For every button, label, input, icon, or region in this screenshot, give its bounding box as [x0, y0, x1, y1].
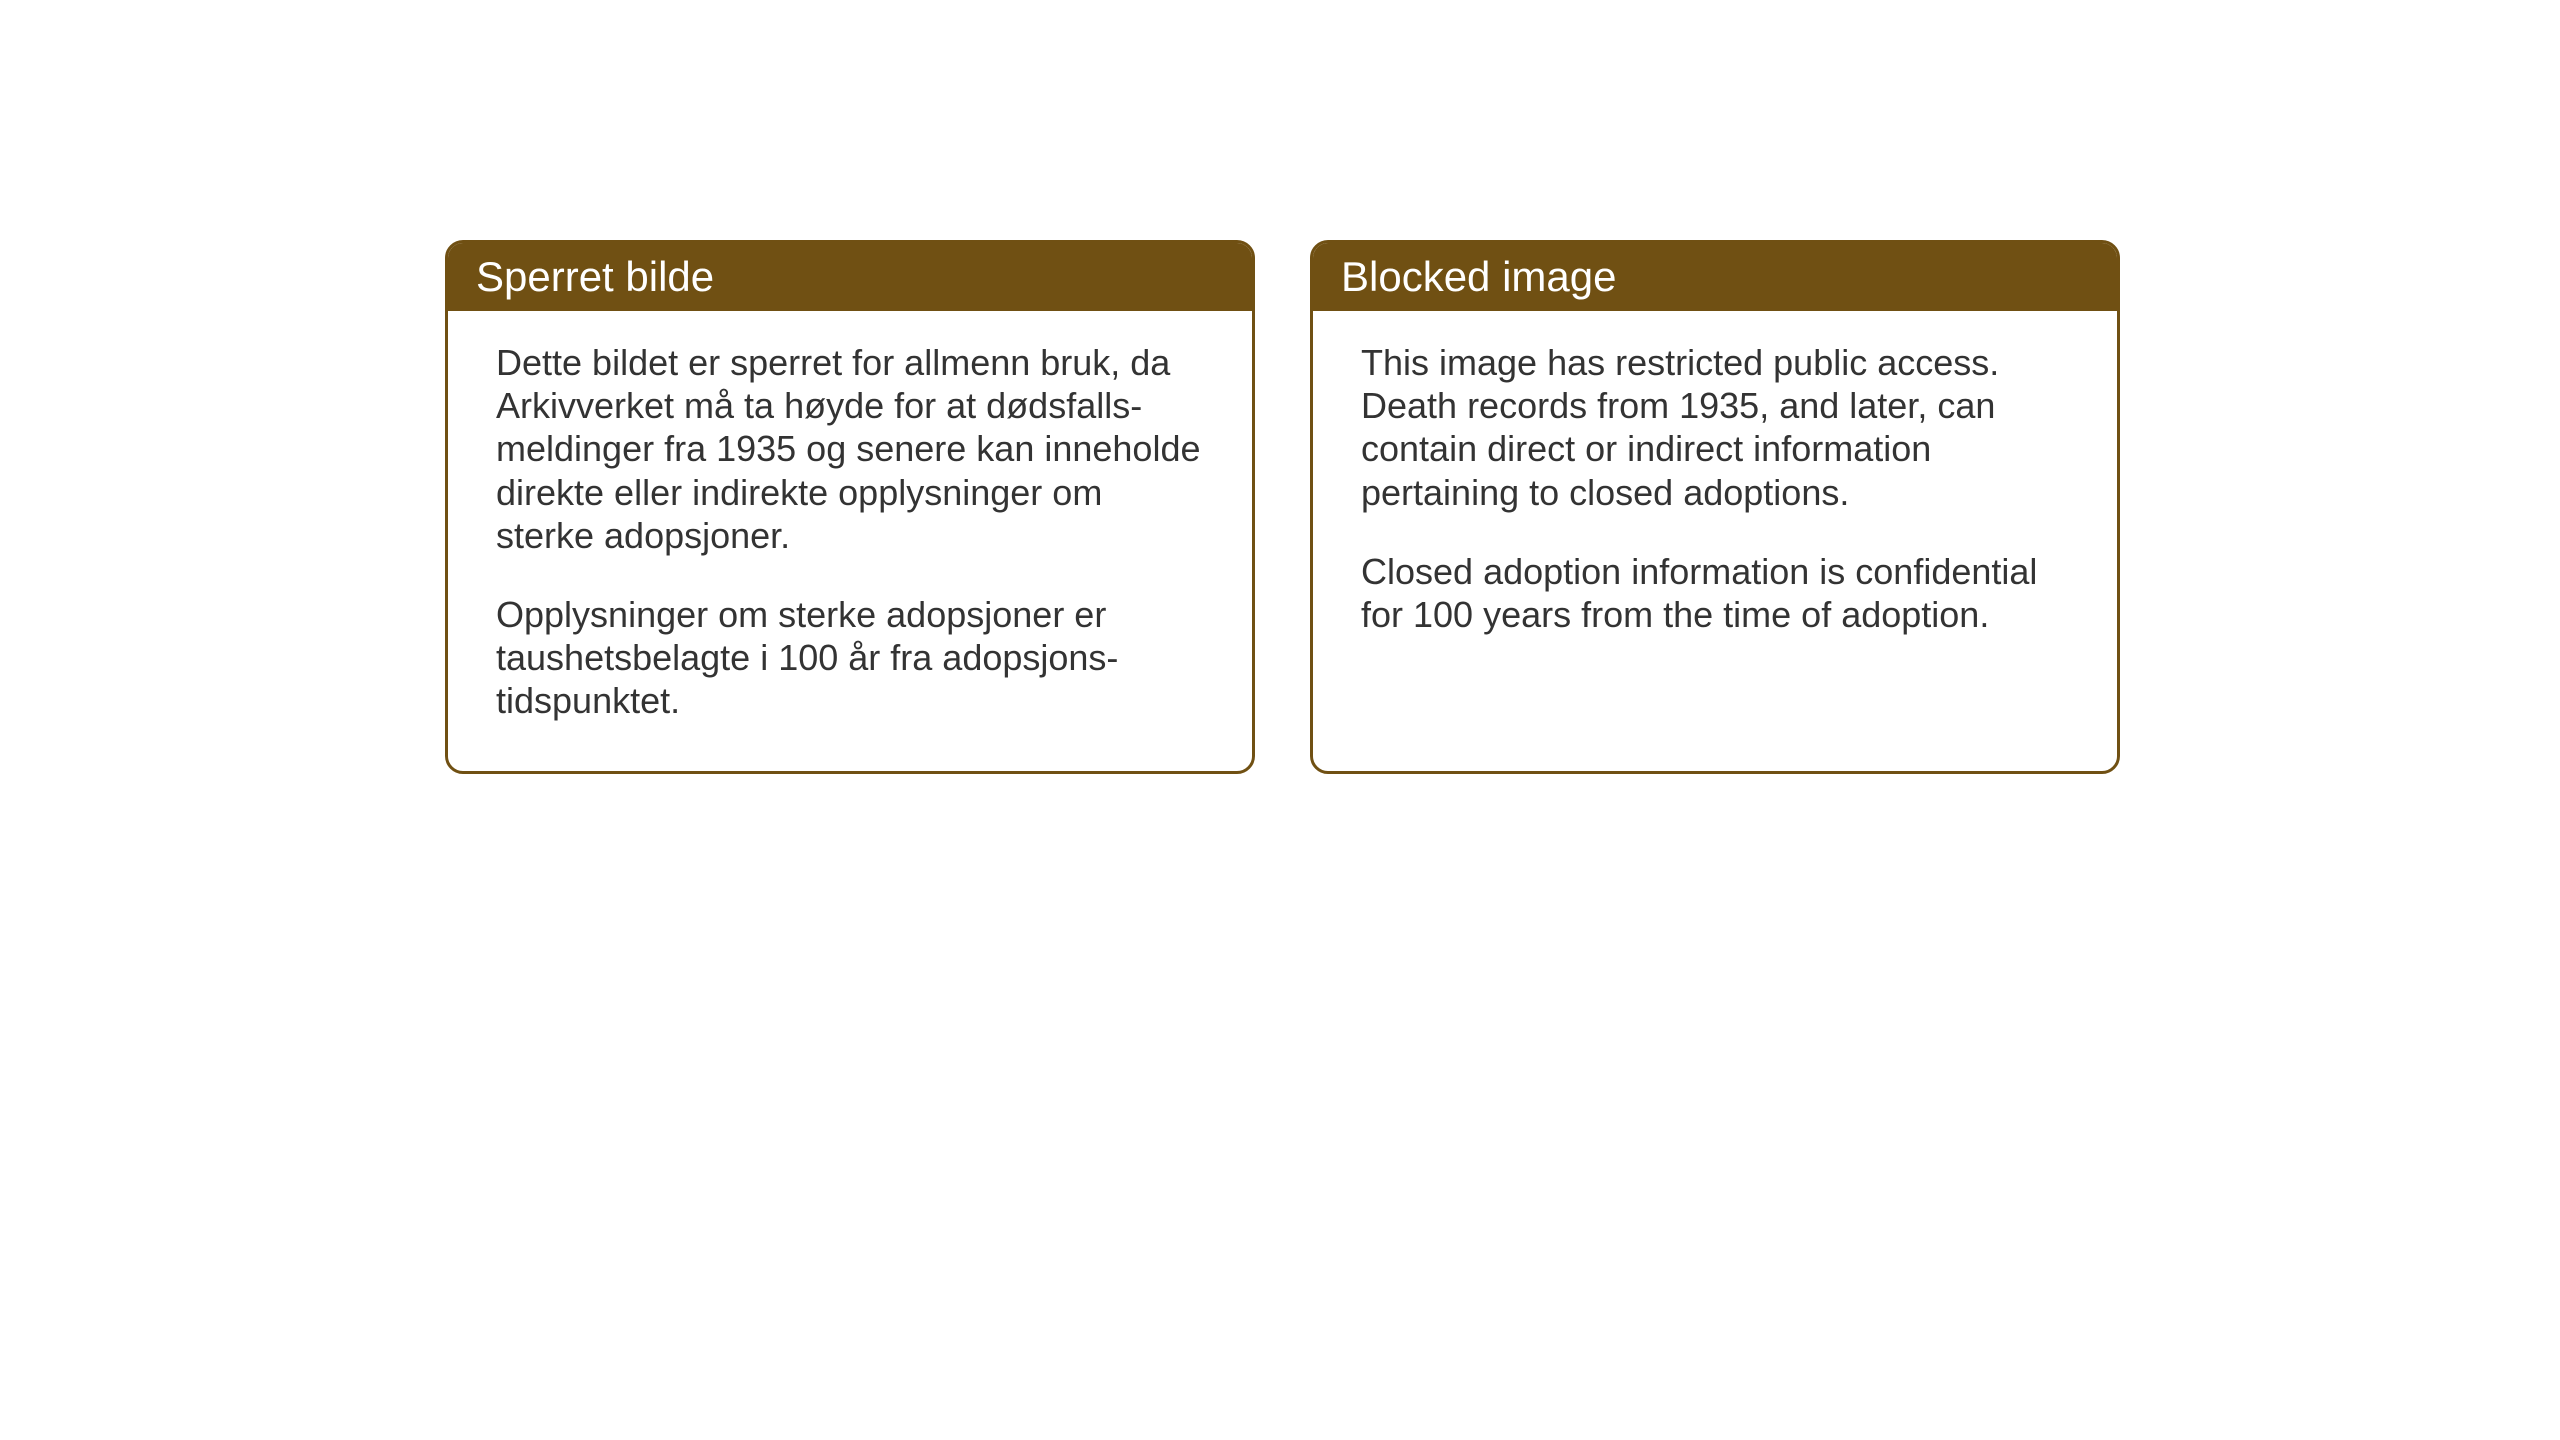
notice-header-norwegian: Sperret bilde	[448, 243, 1252, 311]
notice-paragraph-1-english: This image has restricted public access.…	[1361, 341, 2069, 514]
notice-body-english: This image has restricted public access.…	[1313, 311, 2117, 684]
notice-paragraph-2-english: Closed adoption information is confident…	[1361, 550, 2069, 636]
notice-body-norwegian: Dette bildet er sperret for allmenn bruk…	[448, 311, 1252, 771]
notice-title-english: Blocked image	[1341, 253, 1616, 300]
notice-paragraph-2-norwegian: Opplysninger om sterke adopsjoner er tau…	[496, 593, 1204, 723]
notice-title-norwegian: Sperret bilde	[476, 253, 714, 300]
notice-header-english: Blocked image	[1313, 243, 2117, 311]
notice-container: Sperret bilde Dette bildet er sperret fo…	[445, 240, 2120, 774]
notice-paragraph-1-norwegian: Dette bildet er sperret for allmenn bruk…	[496, 341, 1204, 557]
notice-box-english: Blocked image This image has restricted …	[1310, 240, 2120, 774]
notice-box-norwegian: Sperret bilde Dette bildet er sperret fo…	[445, 240, 1255, 774]
